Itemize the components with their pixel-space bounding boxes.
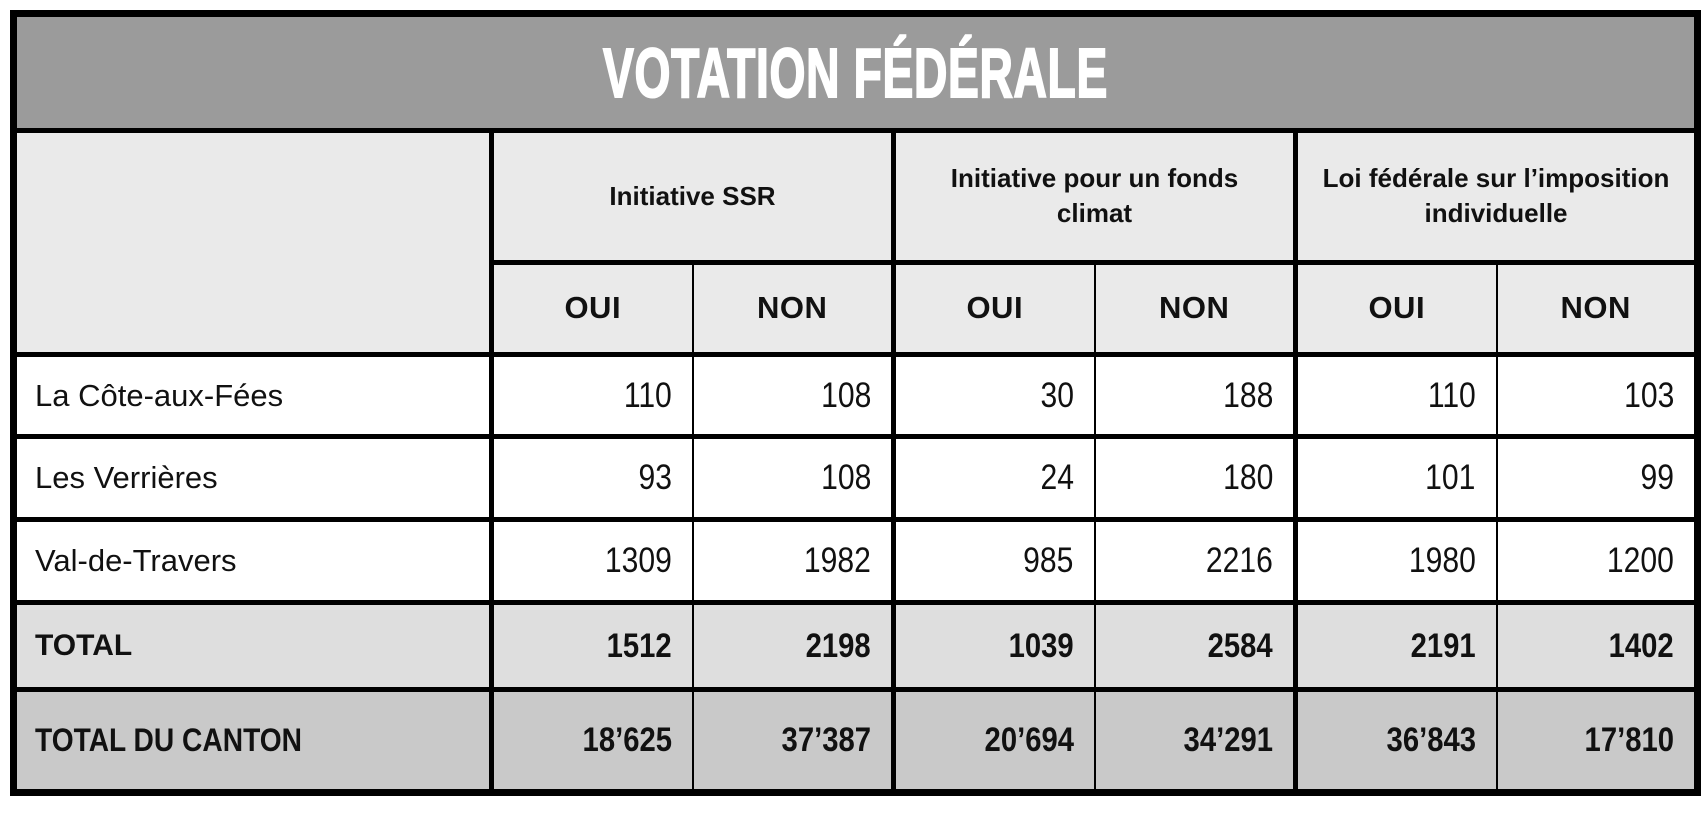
- total-value: 2198: [805, 626, 871, 665]
- vote-value: 93: [638, 458, 672, 498]
- municipality-label: Val-de-Travers: [11, 517, 494, 605]
- column-header-non: NON: [1093, 259, 1298, 357]
- group-header-label: Initiative SSR: [609, 180, 776, 211]
- total-label: TOTAL: [11, 599, 494, 693]
- vote-value-cell: 24: [891, 434, 1096, 523]
- canton-value-cell: 18’625: [489, 687, 694, 795]
- vote-value-cell: 1980: [1293, 517, 1498, 605]
- vote-value-cell: 188: [1093, 351, 1298, 440]
- group-header-initiative-ssr: Initiative SSR: [489, 128, 896, 265]
- municipality-label: Les Verrières: [11, 434, 494, 523]
- canton-total-label-text: TOTAL DU CANTON: [35, 722, 302, 759]
- vote-value: 110: [1427, 375, 1476, 415]
- canton-value: 36’843: [1386, 721, 1476, 760]
- column-header-oui: OUI: [891, 259, 1096, 357]
- canton-value: 34’291: [1183, 721, 1273, 760]
- vote-value: 110: [623, 375, 672, 415]
- vote-value: 180: [1222, 458, 1273, 498]
- vote-value-cell: 110: [489, 351, 694, 440]
- title-row: VOTATION FÉDÉRALE: [11, 10, 1700, 134]
- canton-total-label: TOTAL DU CANTON: [11, 687, 494, 795]
- vote-value: 99: [1640, 458, 1674, 498]
- column-header-non: NON: [1495, 259, 1700, 357]
- vote-value: 1200: [1607, 540, 1674, 580]
- vote-value: 108: [820, 458, 871, 498]
- vote-value-cell: 103: [1495, 351, 1700, 440]
- table-row-total-du-canton: TOTAL DU CANTON 18’625 37’387 20’694 34’…: [11, 687, 1700, 795]
- vote-value-cell: 101: [1293, 434, 1498, 523]
- group-header-fonds-climat: Initiative pour un fonds climat: [891, 128, 1298, 265]
- total-value-cell: 2198: [691, 599, 896, 693]
- vote-value-cell: 1200: [1495, 517, 1700, 605]
- column-header-non: NON: [691, 259, 896, 357]
- total-value: 1512: [606, 626, 672, 665]
- total-value: 2191: [1410, 626, 1476, 665]
- canton-value-cell: 36’843: [1293, 687, 1498, 795]
- page-title: VOTATION FÉDÉRALE: [602, 33, 1108, 113]
- canton-value-cell: 17’810: [1495, 687, 1700, 795]
- corner-cell: [11, 128, 494, 357]
- vote-value: 1980: [1408, 540, 1476, 580]
- canton-value-cell: 20’694: [891, 687, 1096, 795]
- vote-value-cell: 108: [691, 351, 896, 440]
- total-value-cell: 1039: [891, 599, 1096, 693]
- group-header-label: Initiative pour un fonds climat: [950, 163, 1239, 229]
- group-header-label: Loi fédérale sur l’imposition individuel…: [1322, 163, 1670, 229]
- total-value: 2584: [1207, 626, 1273, 665]
- total-value-cell: 1512: [489, 599, 694, 693]
- vote-value: 108: [820, 375, 871, 415]
- canton-value: 20’694: [984, 721, 1074, 760]
- column-header-oui: OUI: [489, 259, 694, 357]
- vote-value: 30: [1040, 375, 1074, 415]
- votes-table: VOTATION FÉDÉRALE Initiative SSR Initiat…: [10, 10, 1701, 796]
- vote-value-cell: 108: [691, 434, 896, 523]
- municipality-label: La Côte-aux-Fées: [11, 351, 494, 440]
- vote-value-cell: 110: [1293, 351, 1498, 440]
- group-header-row: Initiative SSR Initiative pour un fonds …: [11, 128, 1700, 357]
- vote-value-cell: 93: [489, 434, 694, 523]
- table-row-la-cote-aux-fees: La Côte-aux-Fées 110 108 30 188 110 103: [11, 351, 1700, 440]
- vote-value: 1982: [804, 540, 871, 580]
- vote-value-cell: 2216: [1093, 517, 1298, 605]
- canton-value: 17’810: [1584, 721, 1674, 760]
- total-value-cell: 1402: [1495, 599, 1700, 693]
- vote-value-cell: 985: [891, 517, 1096, 605]
- vote-value: 985: [1023, 540, 1074, 580]
- title-cell: VOTATION FÉDÉRALE: [11, 10, 1700, 134]
- vote-value: 1309: [604, 540, 672, 580]
- canton-value-cell: 37’387: [691, 687, 896, 795]
- vote-value: 101: [1425, 458, 1476, 498]
- column-header-oui: OUI: [1293, 259, 1498, 357]
- canton-value-cell: 34’291: [1093, 687, 1298, 795]
- total-value-cell: 2584: [1093, 599, 1298, 693]
- vote-value-cell: 180: [1093, 434, 1298, 523]
- vote-value-cell: 30: [891, 351, 1096, 440]
- vote-value: 2216: [1206, 540, 1273, 580]
- vote-value-cell: 99: [1495, 434, 1700, 523]
- vote-value-cell: 1309: [489, 517, 694, 605]
- table-row-total: TOTAL 1512 2198 1039 2584 2191 1402: [11, 599, 1700, 693]
- vote-value-cell: 1982: [691, 517, 896, 605]
- oui-non-header-row: OUI NON OUI NON OUI NON: [14, 259, 1700, 357]
- total-value: 1039: [1008, 626, 1074, 665]
- total-value: 1402: [1608, 626, 1674, 665]
- group-header-imposition-individuelle: Loi fédérale sur l’imposition individuel…: [1293, 128, 1700, 265]
- vote-value: 103: [1623, 375, 1674, 415]
- canton-value: 37’387: [781, 721, 871, 760]
- vote-value: 24: [1040, 458, 1074, 498]
- table-row-val-de-travers: Val-de-Travers 1309 1982 985 2216 1980 1…: [11, 517, 1700, 605]
- canton-value: 18’625: [582, 721, 672, 760]
- total-value-cell: 2191: [1293, 599, 1498, 693]
- vote-value: 188: [1222, 375, 1273, 415]
- table-row-les-verrieres: Les Verrières 93 108 24 180 101 99: [11, 434, 1700, 523]
